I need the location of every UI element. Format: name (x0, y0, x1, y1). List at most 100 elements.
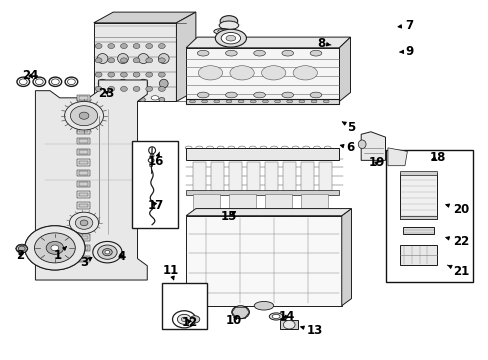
Ellipse shape (313, 146, 320, 150)
Bar (399, 246, 436, 265)
Ellipse shape (231, 66, 252, 79)
Text: 7: 7 (397, 19, 412, 32)
Ellipse shape (204, 69, 216, 76)
Ellipse shape (93, 242, 122, 263)
Ellipse shape (225, 50, 237, 56)
Text: 8: 8 (317, 37, 330, 50)
Ellipse shape (133, 72, 140, 77)
Ellipse shape (225, 100, 231, 103)
Bar (247, 162, 259, 192)
Ellipse shape (150, 154, 154, 157)
Polygon shape (186, 48, 339, 102)
Ellipse shape (101, 98, 106, 102)
Bar (77, 234, 90, 241)
Ellipse shape (249, 146, 256, 150)
Ellipse shape (133, 86, 140, 91)
Bar (77, 192, 90, 198)
Bar (79, 118, 88, 121)
Text: 5: 5 (342, 121, 355, 134)
Ellipse shape (139, 79, 147, 88)
Bar (280, 320, 297, 329)
Ellipse shape (98, 245, 117, 259)
Ellipse shape (225, 35, 235, 41)
Bar (301, 162, 313, 192)
Ellipse shape (213, 28, 231, 34)
Ellipse shape (220, 16, 237, 26)
Ellipse shape (34, 233, 75, 263)
Bar (79, 247, 88, 250)
Ellipse shape (95, 44, 102, 49)
Bar (77, 149, 90, 155)
Text: 20: 20 (445, 203, 468, 216)
Bar (319, 162, 331, 192)
Bar (162, 283, 206, 329)
Text: 13: 13 (300, 324, 323, 337)
Ellipse shape (200, 66, 221, 79)
Ellipse shape (238, 100, 244, 103)
Ellipse shape (298, 100, 304, 103)
Bar (229, 162, 241, 192)
Bar (399, 216, 436, 219)
Bar (79, 139, 88, 143)
Ellipse shape (98, 79, 107, 88)
Ellipse shape (145, 58, 152, 63)
Bar (79, 107, 88, 111)
Text: 4: 4 (118, 250, 126, 263)
Bar (77, 181, 90, 187)
Ellipse shape (158, 86, 165, 91)
Bar (79, 225, 88, 229)
Bar (186, 190, 339, 195)
Ellipse shape (269, 313, 283, 320)
Ellipse shape (181, 317, 187, 321)
Text: 24: 24 (22, 69, 39, 82)
Ellipse shape (358, 140, 366, 149)
Ellipse shape (49, 77, 61, 86)
Text: 2: 2 (16, 248, 24, 261)
Bar (77, 202, 90, 208)
Ellipse shape (294, 66, 315, 79)
Ellipse shape (149, 165, 152, 167)
Bar (402, 227, 433, 234)
Ellipse shape (158, 72, 165, 77)
Bar (77, 245, 90, 251)
Ellipse shape (120, 58, 127, 63)
Ellipse shape (323, 100, 328, 103)
Ellipse shape (39, 237, 70, 259)
Ellipse shape (217, 30, 227, 33)
Text: 22: 22 (445, 235, 468, 248)
Bar (79, 214, 88, 218)
Ellipse shape (158, 58, 165, 63)
Ellipse shape (25, 226, 85, 270)
Ellipse shape (302, 146, 309, 150)
Text: 6: 6 (340, 141, 354, 154)
Ellipse shape (148, 158, 154, 162)
Ellipse shape (282, 50, 293, 56)
Ellipse shape (19, 246, 25, 251)
Ellipse shape (30, 229, 80, 266)
Text: 12: 12 (182, 316, 198, 329)
Ellipse shape (118, 79, 127, 88)
Bar (77, 127, 90, 134)
Bar (229, 194, 256, 216)
Ellipse shape (16, 244, 28, 253)
Ellipse shape (145, 44, 152, 49)
Ellipse shape (159, 79, 168, 88)
Ellipse shape (127, 96, 135, 100)
Ellipse shape (201, 100, 207, 103)
Ellipse shape (253, 50, 265, 56)
Ellipse shape (158, 44, 165, 49)
Ellipse shape (225, 92, 237, 98)
Ellipse shape (158, 54, 169, 64)
Bar (265, 162, 277, 192)
Text: 15: 15 (220, 210, 237, 223)
Ellipse shape (69, 212, 99, 234)
Bar (79, 129, 88, 132)
Ellipse shape (145, 86, 152, 91)
Bar (79, 171, 88, 175)
Ellipse shape (70, 106, 98, 126)
Ellipse shape (17, 77, 30, 86)
Ellipse shape (108, 44, 115, 49)
Polygon shape (387, 148, 407, 166)
Polygon shape (94, 12, 196, 23)
Bar (301, 194, 327, 216)
